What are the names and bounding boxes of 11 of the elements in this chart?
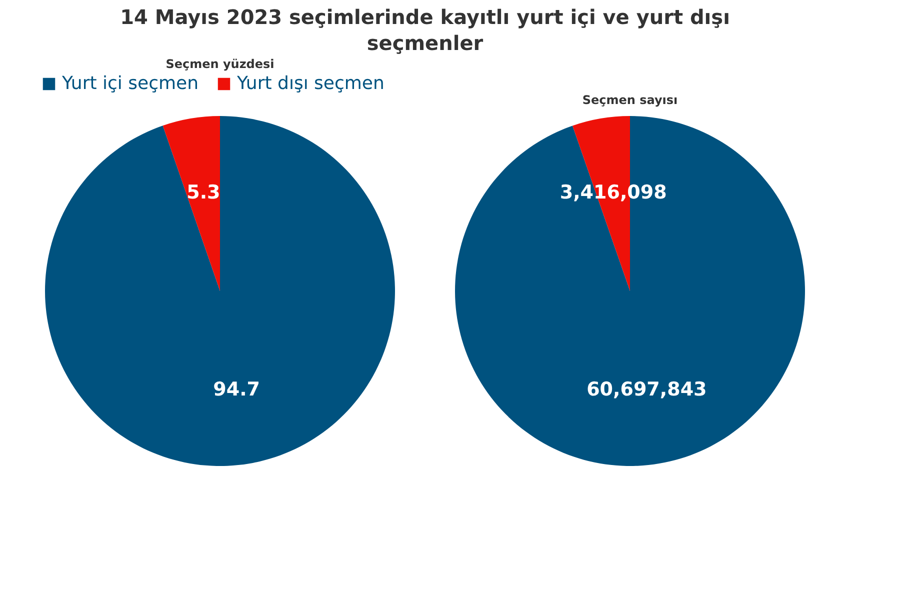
- data-label: 60,697,843: [586, 378, 707, 401]
- pie-slice: [162, 116, 220, 291]
- legend-label: Yurt dışı seçmen: [236, 73, 384, 94]
- pie-slice: [455, 116, 805, 466]
- data-label: 5.3: [186, 181, 220, 204]
- chart-subtitle: Seçmen sayısı: [582, 93, 678, 107]
- pie-slice: [45, 116, 395, 466]
- data-label: 94.7: [213, 378, 260, 401]
- chart-subtitle: Seçmen yüzdesi: [166, 57, 274, 71]
- legend-label: Yurt içi seçmen: [61, 73, 199, 94]
- chart-title: 14 Mayıs 2023 seçimlerinde kayıtlı yurt içi ve yurt dışı seçmenler: [120, 5, 730, 55]
